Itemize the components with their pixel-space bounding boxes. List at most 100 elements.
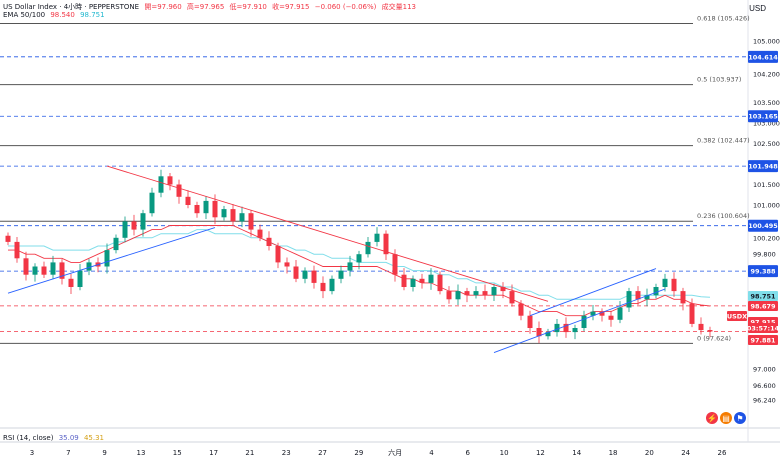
candle-body xyxy=(302,270,308,279)
candle-body xyxy=(203,200,209,214)
candle-body xyxy=(644,295,650,300)
candle-body xyxy=(86,262,92,271)
candle-body xyxy=(59,262,65,279)
candle-body xyxy=(509,291,515,304)
level-price-tag-label: 104.614 xyxy=(748,53,778,61)
candle-body xyxy=(491,287,497,296)
candle-body xyxy=(401,274,407,287)
price-tick-label: 104.200 xyxy=(753,70,780,78)
ema50-line xyxy=(8,225,711,317)
time-tick-label: 23 xyxy=(282,449,291,457)
flash-icon[interactable]: ⚡ xyxy=(706,412,718,424)
level-price-tag-label: 103.165 xyxy=(748,113,778,121)
price-tag xyxy=(748,323,778,333)
candle-body xyxy=(635,291,641,300)
candle-body xyxy=(581,315,587,328)
time-tick-label: 六月 xyxy=(388,448,402,457)
candle-body xyxy=(545,332,551,337)
time-tick-label: 14 xyxy=(572,449,581,457)
ema-legend[interactable]: EMA 50/100 98.540 98.751 xyxy=(3,11,108,19)
price-tag-label: 98.679 xyxy=(750,303,776,311)
time-tick-label: 3 xyxy=(30,449,34,457)
time-tick-label: 20 xyxy=(645,449,654,457)
price-tag xyxy=(748,335,778,345)
level-price-tag-label: 101.948 xyxy=(748,163,778,171)
candle-body xyxy=(104,250,110,267)
candle-body xyxy=(248,213,254,230)
time-tick-label: 18 xyxy=(609,449,618,457)
price-tick-label: 101.000 xyxy=(753,202,780,210)
candle-body xyxy=(527,315,533,328)
candle-body xyxy=(410,278,416,287)
candle-body xyxy=(194,205,200,214)
high-value: 高=97.965 xyxy=(186,3,225,11)
candle-body xyxy=(572,328,578,333)
price-tick-label: 99.800 xyxy=(753,251,776,259)
price-tag-label: 03:57:14 xyxy=(747,325,780,333)
level-price-tag-label: 99.388 xyxy=(750,268,776,276)
time-tick-label: 4 xyxy=(429,449,434,457)
symbol-title: US Dollar Index · 4小時 · PEPPERSTONE xyxy=(3,3,140,11)
price-tag-label: 97.881 xyxy=(750,337,776,345)
candle-body xyxy=(500,287,506,292)
fib-level-label: 0 (97.624) xyxy=(697,334,731,342)
symbol-legend: US Dollar Index · 4小時 · PEPPERSTONE 開=97… xyxy=(3,2,419,12)
time-tick-label: 6 xyxy=(466,449,471,457)
candle-body xyxy=(347,262,353,271)
time-tick-label: 12 xyxy=(536,449,545,457)
time-tick-label: 9 xyxy=(102,449,106,457)
time-tick-label: 17 xyxy=(209,449,218,457)
ema-label: EMA 50/100 xyxy=(3,11,46,19)
time-tick-label: 13 xyxy=(136,449,145,457)
candle-body xyxy=(689,303,695,324)
candle-body xyxy=(239,213,245,222)
price-tag xyxy=(748,291,778,301)
candle-body xyxy=(446,291,452,300)
candle-body xyxy=(464,291,470,296)
trendline xyxy=(7,227,216,294)
price-tag-label: 97.915 xyxy=(750,319,776,327)
candle-body xyxy=(554,323,560,333)
ema50-value: 98.540 xyxy=(50,11,75,19)
volume-value: 成交量113 xyxy=(381,3,417,11)
price-tick-label: 102.500 xyxy=(753,140,780,148)
candle-body xyxy=(5,235,11,242)
candle-body xyxy=(365,241,371,255)
candle-body xyxy=(563,323,569,333)
price-tick-label: 101.500 xyxy=(753,181,780,189)
candle-body xyxy=(149,192,155,214)
currency-label: USD xyxy=(749,4,766,13)
open-value: 開=97.960 xyxy=(144,3,182,11)
rsi-legend[interactable]: RSI (14, close) 35.09 45.31 xyxy=(3,434,107,442)
level-price-tag xyxy=(748,265,778,278)
rsi-value-1: 35.09 xyxy=(58,434,79,442)
time-tick-label: 15 xyxy=(173,449,182,457)
candle-body xyxy=(320,282,326,292)
candle-body xyxy=(590,311,596,316)
fib-level-label: 0.618 (105.426) xyxy=(697,15,750,23)
price-tick-label: 105.000 xyxy=(753,38,780,46)
candle-body xyxy=(536,328,542,337)
candle-body xyxy=(455,291,461,300)
close-value: 收=97.915 xyxy=(272,3,310,11)
candle-body xyxy=(626,291,632,308)
chart-corner-icons: ⚡ ▤ ⚑ xyxy=(706,412,746,426)
candle-body xyxy=(14,241,20,259)
time-tick-label: 10 xyxy=(500,449,509,457)
candle-body xyxy=(707,330,713,332)
candle-body xyxy=(653,287,659,296)
fib-level-label: 0.382 (102.447) xyxy=(697,137,750,145)
price-tick-label: 100.200 xyxy=(753,234,780,242)
candle-body xyxy=(329,278,335,292)
fib-level-label: 0.5 (103.937) xyxy=(697,76,741,84)
candle-body xyxy=(140,213,146,230)
calendar-icon[interactable]: ▤ xyxy=(720,412,732,424)
candle-body xyxy=(275,246,281,263)
candle-body xyxy=(356,254,362,263)
flag-icon[interactable]: ⚑ xyxy=(734,412,746,424)
candle-body xyxy=(113,237,119,251)
candle-body xyxy=(284,262,290,267)
candle-body xyxy=(419,278,425,283)
